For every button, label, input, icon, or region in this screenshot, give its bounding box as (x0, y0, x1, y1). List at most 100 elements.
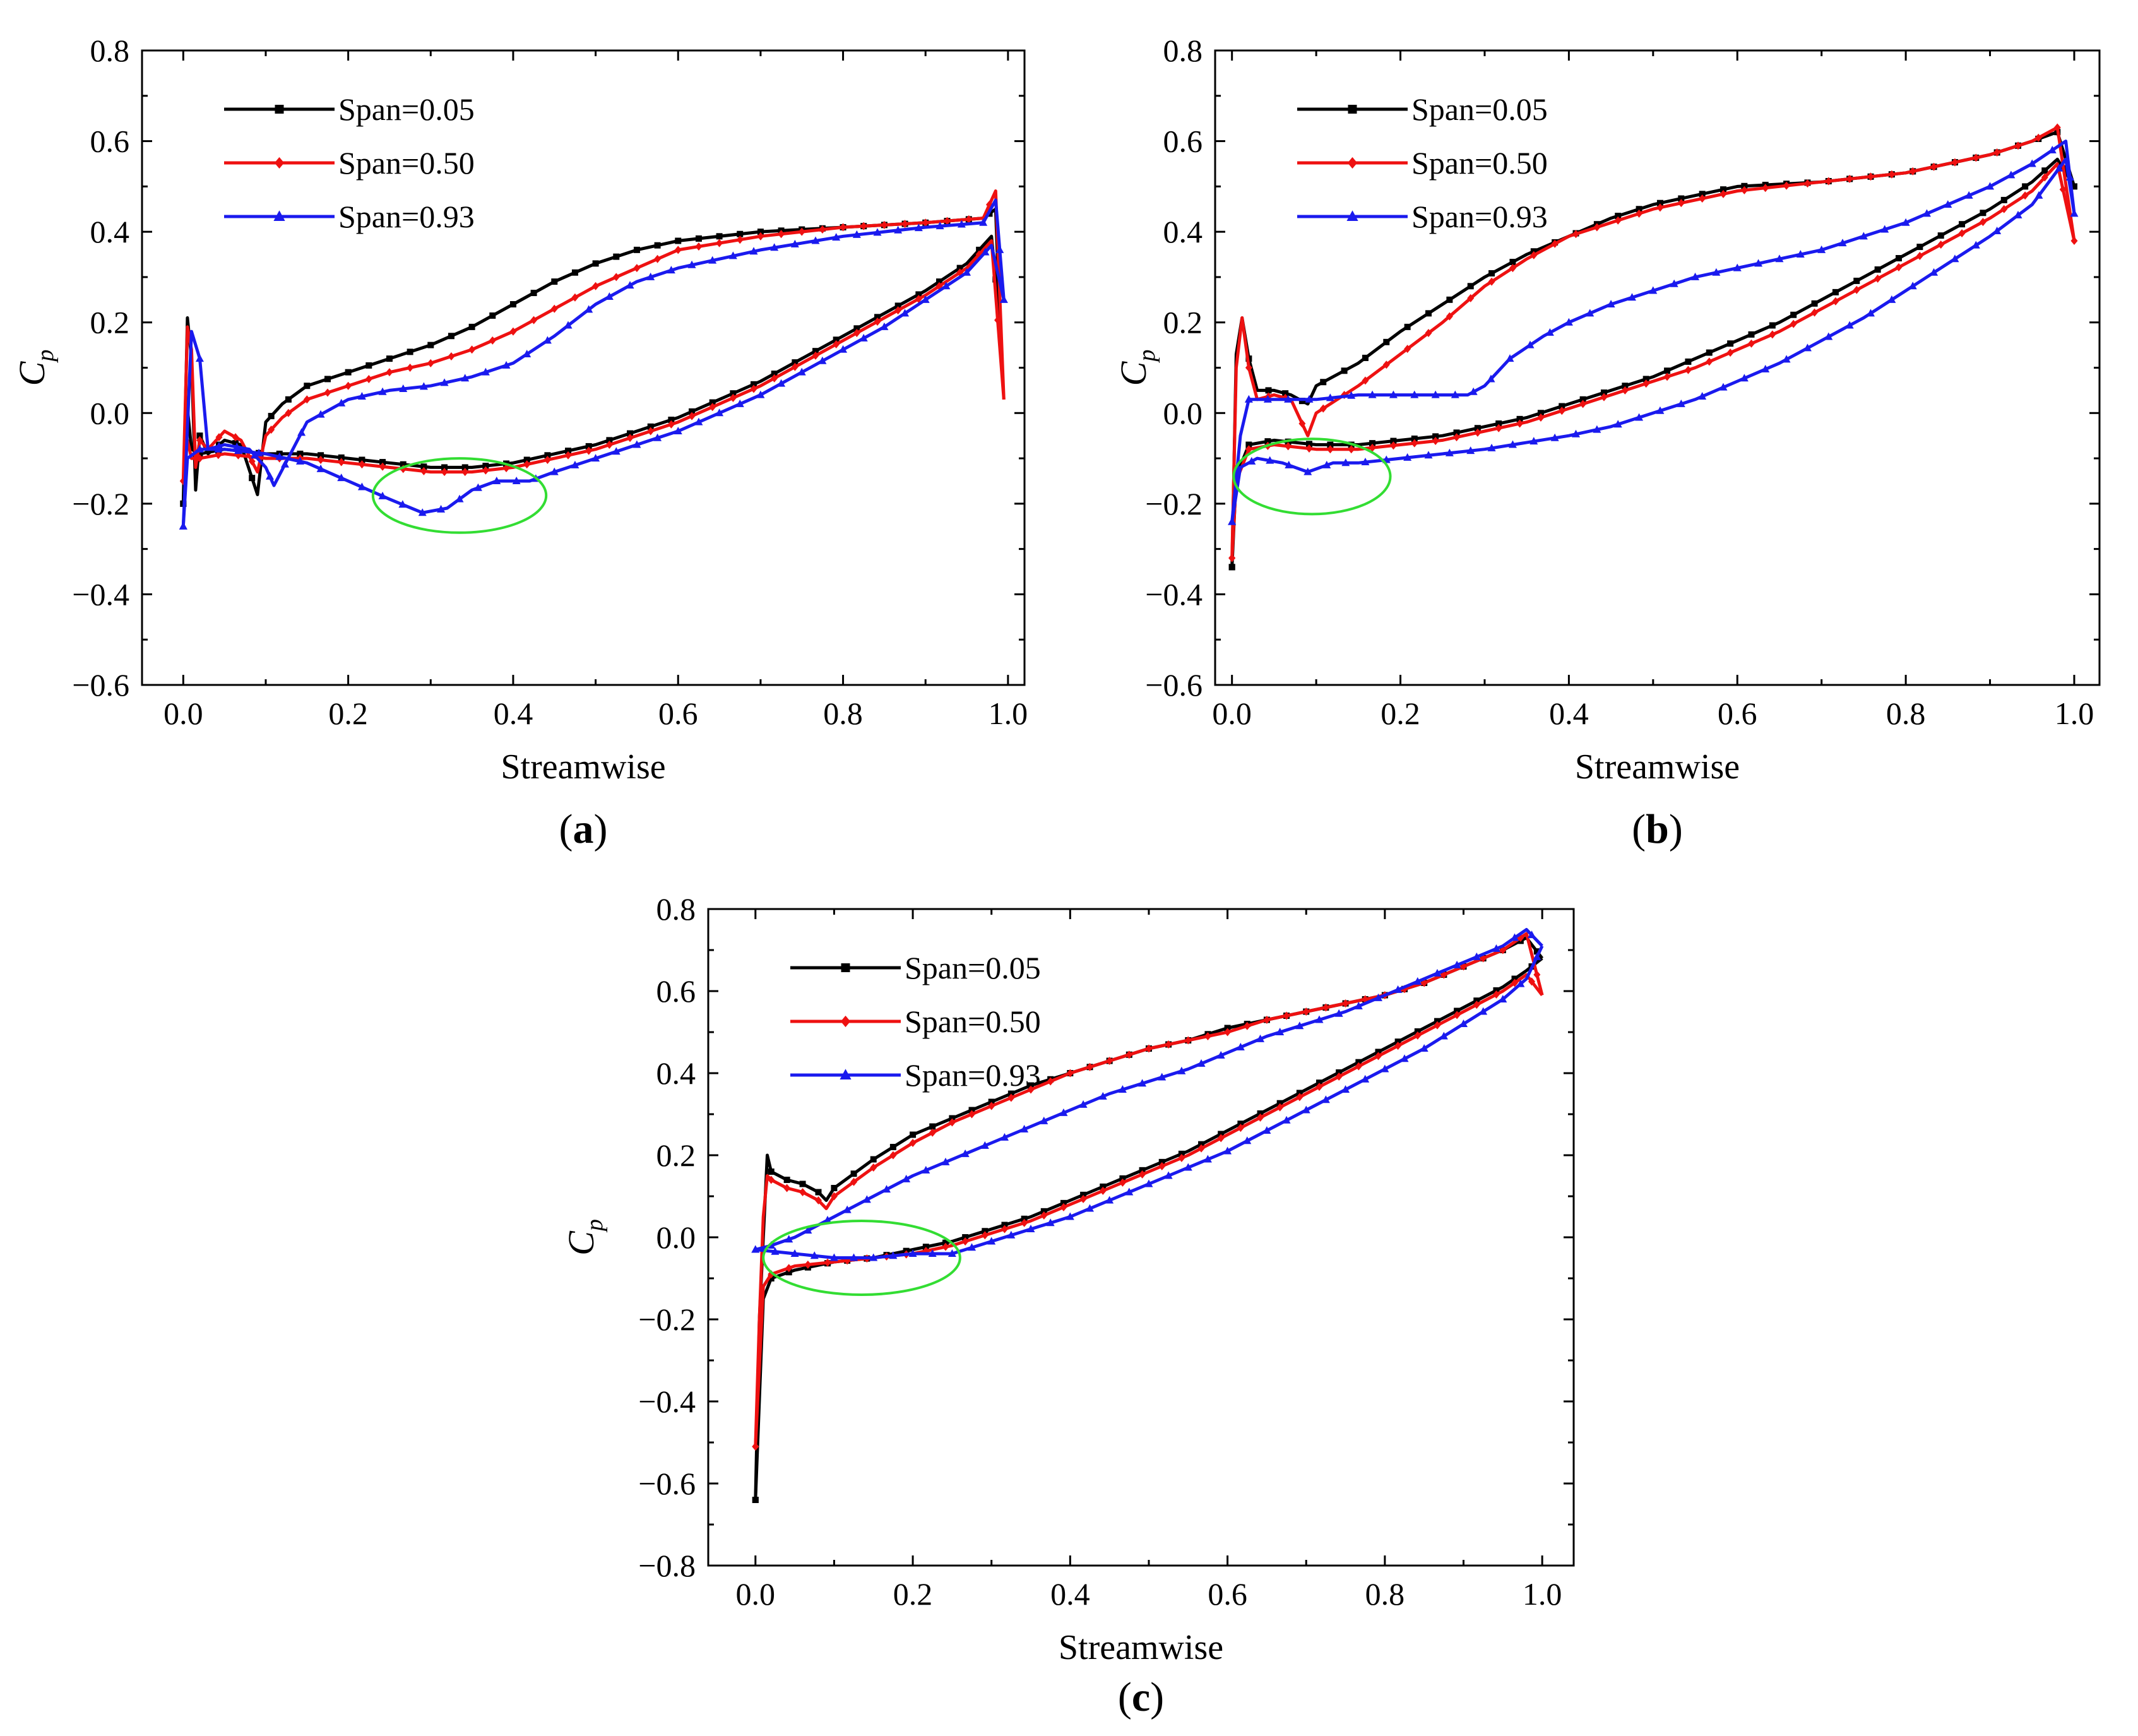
data-point (1184, 1036, 1192, 1045)
data-point (1295, 1021, 1304, 1030)
data-point (1420, 1044, 1428, 1052)
data-point (840, 223, 847, 232)
data-point (929, 1128, 936, 1137)
data-point (979, 218, 988, 226)
x-tick-label: 0.8 (1365, 1576, 1405, 1612)
data-point (612, 273, 620, 282)
data-point (812, 351, 819, 360)
x-axis-title: Streamwise (1575, 747, 1740, 787)
data-point (1105, 1196, 1114, 1204)
x-tick-label: 0.8 (1886, 696, 1926, 731)
data-point (2014, 141, 2022, 150)
y-tick-label: −0.6 (72, 667, 129, 703)
legend-marker (273, 210, 285, 221)
data-point (440, 378, 449, 386)
x-tick-label: 0.4 (494, 696, 533, 731)
data-point (1775, 254, 1784, 263)
data-point (968, 1110, 976, 1119)
data-point (275, 452, 284, 460)
data-point (564, 451, 572, 460)
series-markers-lower (180, 246, 999, 507)
data-point (1664, 367, 1671, 374)
data-point (829, 1253, 838, 1261)
data-point (1298, 419, 1306, 428)
data-point (1361, 1074, 1370, 1083)
series-markers-upper (1228, 123, 2078, 562)
data-point (419, 382, 428, 390)
data-point (709, 399, 716, 406)
data-point (914, 223, 923, 232)
data-point (1000, 1133, 1009, 1141)
data-point (687, 260, 696, 268)
data-point (1066, 1069, 1074, 1078)
data-point (502, 464, 510, 473)
data-point (448, 333, 454, 340)
data-point (1451, 390, 1459, 398)
chart-c: 0.0 0.2 0.4 0.6 0.8 1.0 −0.8 −0.6 −0.4 −0.2 0.0 0.2… (561, 891, 1575, 1720)
data-point (1439, 1031, 1448, 1040)
y-tick-label: −0.8 (638, 1548, 696, 1583)
data-point (1425, 310, 1432, 317)
data-point (1656, 203, 1664, 212)
data-point (909, 1139, 917, 1147)
data-point (441, 468, 448, 477)
data-point (1488, 270, 1495, 276)
data-point (626, 434, 634, 443)
data-point (771, 371, 778, 378)
data-point (1740, 374, 1749, 382)
data-point (880, 322, 889, 330)
data-point (674, 427, 682, 434)
data-point (543, 336, 552, 344)
y-tick-label: −0.2 (72, 486, 129, 521)
data-point (1600, 393, 1608, 401)
legend-marker (274, 157, 285, 169)
data-point (1642, 379, 1650, 388)
data-point (1474, 428, 1482, 437)
data-point (1228, 554, 1236, 562)
series-line-lower (181, 239, 1006, 482)
panel-label: (b) (1632, 806, 1683, 852)
data-point (777, 379, 786, 387)
data-point (785, 1264, 793, 1273)
data-point (783, 1177, 790, 1183)
data-point (1720, 186, 1727, 193)
data-point (812, 348, 819, 355)
data-point (1824, 332, 1833, 340)
y-axis-title: Cp (11, 350, 59, 386)
data-point (1341, 1085, 1350, 1093)
data-point (1600, 389, 1607, 396)
data-point (783, 1184, 791, 1192)
data-point (771, 1247, 780, 1255)
data-point (359, 456, 365, 463)
data-point (248, 457, 256, 466)
data-point (1263, 395, 1272, 403)
data-point (1747, 339, 1755, 348)
panel-label: (c) (1118, 1674, 1164, 1720)
data-point (605, 441, 613, 449)
y-tick-label: −0.6 (638, 1466, 696, 1501)
data-point (749, 247, 758, 255)
data-point (297, 450, 304, 457)
data-point (1516, 979, 1525, 987)
data-point (646, 272, 655, 280)
data-point (797, 367, 806, 376)
data-point (1761, 364, 1770, 372)
data-point (492, 476, 501, 484)
data-point (1613, 420, 1622, 428)
data-point (1007, 1093, 1015, 1102)
data-point (1228, 564, 1235, 571)
data-point (1319, 404, 1327, 413)
data-point (1825, 177, 1832, 186)
series-markers-lower (179, 250, 1002, 485)
data-point (843, 1205, 852, 1213)
data-point (585, 443, 592, 449)
data-point (771, 374, 778, 383)
y-tick-label: −0.6 (1145, 667, 1203, 703)
data-point (1315, 1015, 1324, 1023)
data-point (1228, 517, 1237, 525)
data-point (1677, 399, 1685, 407)
data-point (988, 1102, 995, 1110)
data-point (1335, 1072, 1343, 1081)
data-point (1867, 172, 1875, 181)
data-point (999, 295, 1008, 303)
